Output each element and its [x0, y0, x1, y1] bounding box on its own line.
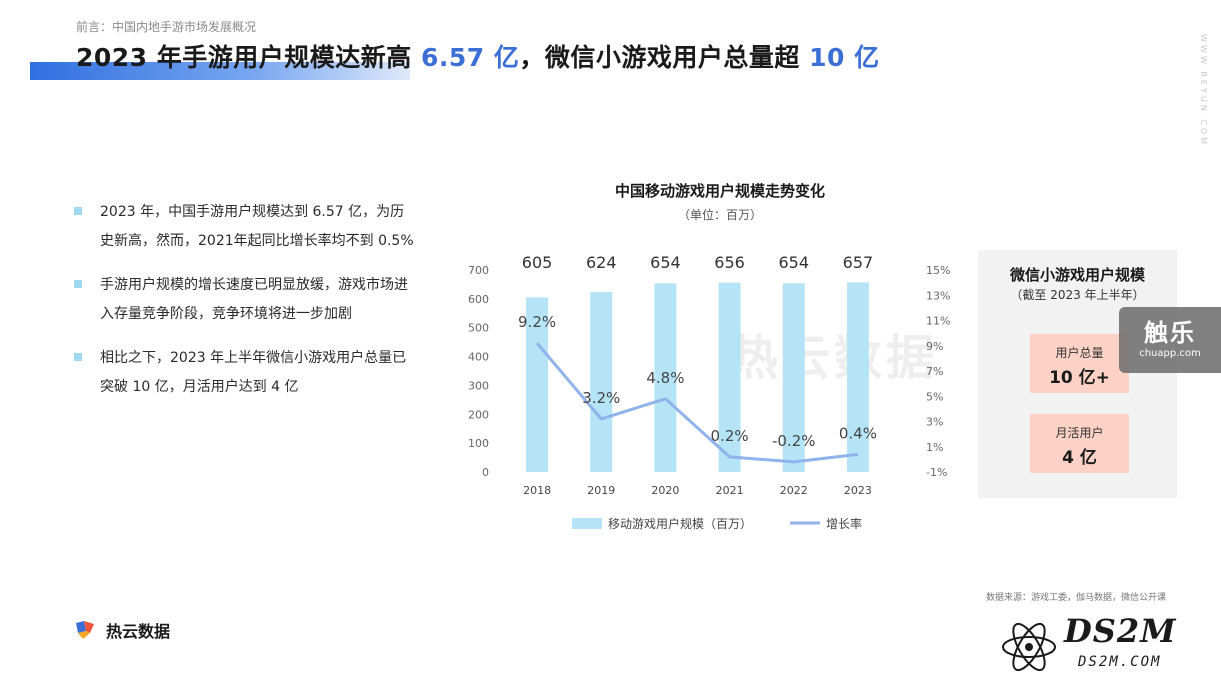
legend-line-label: 增长率: [826, 516, 862, 531]
line-data-label: 0.4%: [839, 424, 877, 442]
line-data-label: -0.2%: [772, 432, 816, 450]
title-accent-bar: [30, 62, 410, 80]
stat-label: 月活用户: [1055, 426, 1104, 440]
line-data-label: 0.2%: [711, 427, 749, 445]
bar-data-label: 654: [778, 253, 809, 272]
side-watermark: WWW.REYUN.COM: [1199, 34, 1208, 148]
bullet-item: 2023 年，中国手游用户规模达到 6.57 亿，为历史新高，然而，2021年起…: [74, 198, 414, 255]
bar: [846, 282, 869, 472]
bullet-item: 相比之下，2023 年上半年微信小游戏用户总量已突破 10 亿，月活用户达到 4…: [74, 344, 414, 401]
bar: [654, 283, 677, 472]
bullet-text: 2023 年，中国手游用户规模达到 6.57 亿，为历史新高，然而，2021年起…: [100, 204, 414, 249]
x-tick-label: 2022: [780, 484, 808, 497]
x-tick-label: 2019: [587, 484, 615, 497]
bar-data-label: 656: [714, 253, 745, 272]
legend-bar-label: 移动游戏用户规模（百万）: [608, 516, 752, 531]
x-tick-label: 2021: [716, 484, 744, 497]
wechat-minigame-panel: 微信小游戏用户规模 （截至 2023 年上半年） 用户总量 10 亿+ 月活用户…: [978, 250, 1177, 498]
y-left-tick-label: 400: [468, 351, 489, 364]
bullet-list: 2023 年，中国手游用户规模达到 6.57 亿，为历史新高，然而，2021年起…: [74, 198, 414, 417]
badge-url: chuapp.com: [1139, 348, 1201, 359]
x-tick-label: 2020: [651, 484, 679, 497]
bar-data-label: 605: [522, 253, 553, 272]
y-left-tick-label: 200: [468, 408, 489, 421]
bar-data-label: 654: [650, 253, 681, 272]
panel-title: 微信小游戏用户规模: [1009, 266, 1145, 284]
user-scale-chart: 0 100 200 300 400 500 600 700 -1% 1% 3% 5% 7% 9% 11% 13…: [468, 253, 950, 531]
chuapp-badge[interactable]: 触乐 chuapp.com: [1119, 307, 1221, 373]
stat-label: 用户总量: [1055, 346, 1104, 360]
bullet-item: 手游用户规模的增长速度已明显放缓，游戏市场进入存量竞争阶段，竞争环境将进一步加剧: [74, 271, 414, 328]
ds2m-sub-text: DS2M.COM: [1078, 654, 1162, 670]
legend-bar-swatch: [572, 518, 602, 529]
x-tick-label: 2018: [523, 484, 551, 497]
ds2m-watermark: DS2M DS2M.COM: [998, 612, 1208, 680]
x-tick-label: 2023: [844, 484, 872, 497]
y-right-tick-label: 15%: [926, 264, 950, 277]
y-left-tick-label: 500: [468, 322, 489, 335]
badge-name: 触乐: [1144, 319, 1196, 347]
y-right-tick-label: -1%: [926, 466, 947, 479]
ds2m-main-text: DS2M: [1064, 612, 1177, 650]
bullet-square-icon: [74, 280, 82, 288]
y-left-tick-label: 600: [468, 293, 489, 306]
chart-title: 中国移动游戏用户规模走势变化: [614, 182, 825, 200]
logo-text: 热云数据: [106, 622, 171, 641]
bar-data-label: 624: [586, 253, 617, 272]
bullet-square-icon: [74, 353, 82, 361]
bar: [526, 297, 549, 472]
page-title: 2023 年手游用户规模达新高 6.57 亿，微信小游戏用户总量超 10 亿: [76, 38, 880, 74]
y-right-tick-label: 1%: [926, 441, 943, 454]
y-right-tick-label: 5%: [926, 390, 943, 403]
bullet-text: 手游用户规模的增长速度已明显放缓，游戏市场进入存量竞争阶段，竞争环境将进一步加剧: [100, 277, 408, 322]
line-data-label: 9.2%: [518, 313, 556, 331]
y-right-tick-label: 7%: [926, 365, 943, 378]
y-left-tick-label: 0: [482, 466, 489, 479]
bar: [782, 283, 805, 472]
y-left-tick-label: 100: [468, 437, 489, 450]
y-right-tick-label: 9%: [926, 340, 943, 353]
reyun-logo: 热云数据: [74, 618, 170, 642]
stat-value: 4 亿: [1062, 448, 1097, 468]
chart-subtitle: （单位：百万）: [677, 208, 762, 222]
title-highlight-2: 10 亿: [809, 43, 880, 72]
bullet-text: 相比之下，2023 年上半年微信小游戏用户总量已突破 10 亿，月活用户达到 4…: [100, 350, 407, 395]
title-part-2: ，微信小游戏用户总量超: [519, 43, 810, 72]
bar: [718, 282, 741, 472]
breadcrumb: 前言：中国内地手游市场发展概况: [76, 20, 257, 34]
title-part-1: 2023 年手游用户规模达新高: [76, 43, 421, 72]
line-data-label: 4.8%: [646, 369, 684, 387]
atom-icon: [1002, 622, 1056, 672]
line-data-label: 3.2%: [582, 389, 620, 407]
y-left-tick-label: 300: [468, 379, 489, 392]
y-right-tick-label: 11%: [926, 315, 950, 328]
bar: [590, 291, 613, 472]
y-left-tick-label: 700: [468, 264, 489, 277]
chart-watermark: 热云数据: [730, 330, 939, 386]
stat-monthly-active: 月活用户 4 亿: [1030, 414, 1129, 473]
bullet-square-icon: [74, 207, 82, 215]
panel-subtitle: （截至 2023 年上半年）: [1010, 288, 1145, 302]
reyun-logo-icon: [76, 621, 94, 639]
stat-value: 10 亿+: [1049, 368, 1110, 388]
y-right-tick-label: 3%: [926, 416, 943, 429]
bar-data-label: 657: [843, 253, 874, 272]
stat-total-users: 用户总量 10 亿+: [1030, 334, 1129, 393]
title-highlight-1: 6.57 亿: [421, 43, 520, 72]
y-right-tick-label: 13%: [926, 289, 950, 302]
growth-rate-line: [535, 342, 859, 464]
data-source: 数据来源：游戏工委，伽马数据，微信公开课: [986, 593, 1167, 603]
